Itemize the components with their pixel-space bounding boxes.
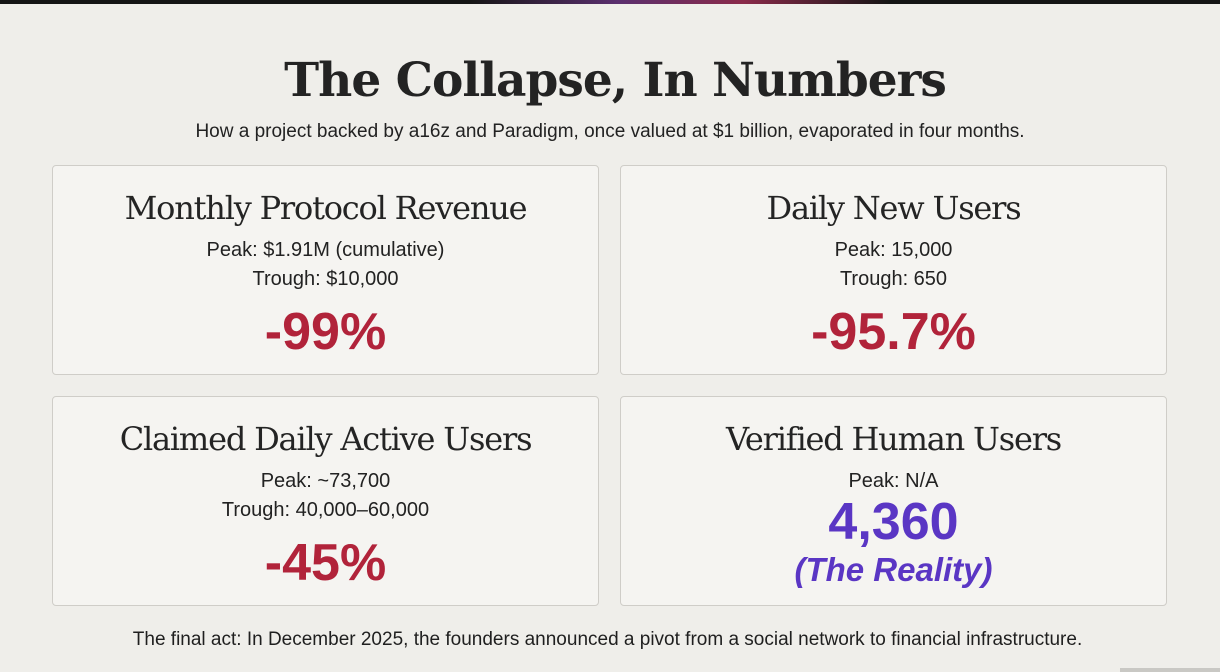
change-value: -99% — [264, 303, 387, 361]
peak-stat: Peak: ~73,700 — [260, 470, 391, 492]
page-title: The Collapse, In Numbers — [284, 53, 947, 108]
card-title: Claimed Daily Active Users — [119, 420, 533, 458]
trough-stat: Trough: 650 — [839, 268, 948, 290]
peak-stat: Peak: N/A — [848, 470, 939, 492]
change-value: -45% — [264, 534, 387, 592]
reality-value: 4,360 — [828, 493, 959, 551]
page-subtitle: How a project backed by a16z and Paradig… — [195, 121, 1025, 142]
change-value: -95.7% — [811, 303, 976, 361]
reality-label: (The Reality) — [794, 551, 993, 588]
card-title: Monthly Protocol Revenue — [124, 189, 528, 227]
trough-stat: Trough: $10,000 — [252, 268, 399, 290]
card-title: Verified Human Users — [725, 420, 1062, 458]
peak-stat: Peak: $1.91M (cumulative) — [206, 239, 445, 261]
footer-note: The final act: In December 2025, the fou… — [132, 629, 1083, 650]
card-claimed-daily-active-users: Claimed Daily Active Users Peak: ~73,700… — [52, 396, 599, 606]
card-daily-new-users: Daily New Users Peak: 15,000 Trough: 650… — [620, 165, 1167, 375]
trough-stat: Trough: 40,000–60,000 — [221, 499, 430, 521]
peak-stat: Peak: 15,000 — [834, 239, 953, 261]
card-title: Daily New Users — [766, 189, 1021, 227]
card-monthly-protocol-revenue: Monthly Protocol Revenue Peak: $1.91M (c… — [52, 165, 599, 375]
top-bar-accent — [470, 0, 890, 4]
card-verified-human-users: Verified Human Users Peak: N/A 4,360 (Th… — [620, 396, 1167, 606]
corner-strip — [1120, 668, 1220, 672]
